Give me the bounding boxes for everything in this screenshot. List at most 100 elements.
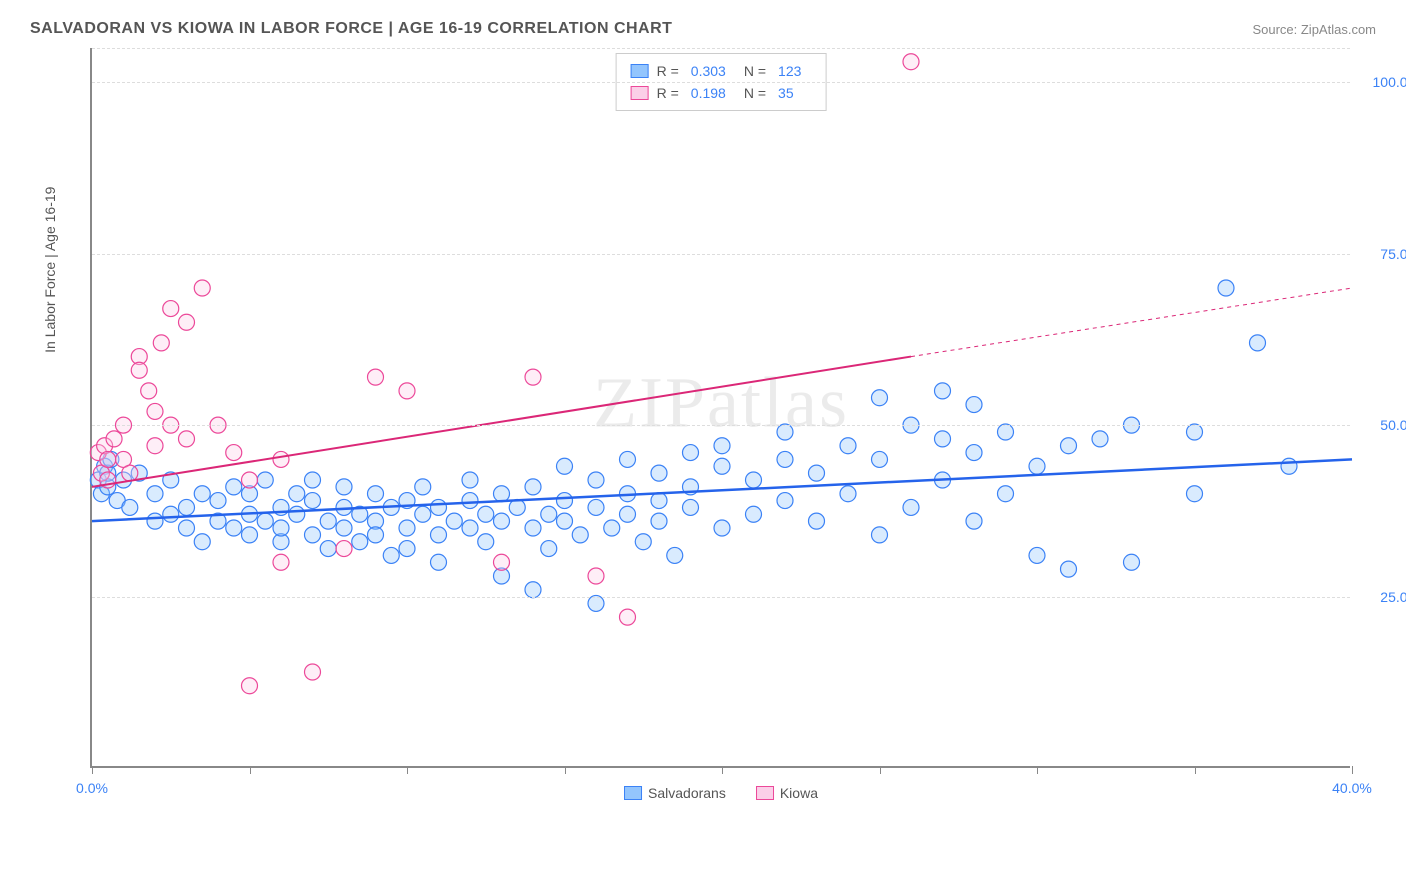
data-point: [226, 445, 242, 461]
xtick: [250, 766, 251, 774]
data-point: [840, 486, 856, 502]
data-point: [1124, 554, 1140, 570]
data-point: [494, 513, 510, 529]
data-point: [131, 349, 147, 365]
r-val-kiowa: 0.198: [691, 82, 726, 104]
gridline-h: [92, 82, 1350, 83]
data-point: [100, 472, 116, 488]
scatter-svg: [92, 48, 1350, 766]
trend-line: [92, 459, 1352, 521]
data-point: [509, 499, 525, 515]
stats-row-kiowa: R = 0.198 N = 35: [631, 82, 812, 104]
data-point: [746, 472, 762, 488]
data-point: [746, 506, 762, 522]
header: SALVADORAN VS KIOWA IN LABOR FORCE | AGE…: [30, 20, 1376, 38]
data-point: [163, 301, 179, 317]
data-point: [273, 534, 289, 550]
data-point: [194, 486, 210, 502]
data-point: [525, 479, 541, 495]
data-point: [103, 451, 119, 467]
n-val-kiowa: 35: [778, 82, 794, 104]
data-point: [93, 486, 109, 502]
legend-swatch-salvadoran: [624, 786, 642, 800]
data-point: [257, 472, 273, 488]
data-point: [557, 458, 573, 474]
data-point: [415, 479, 431, 495]
data-point: [620, 609, 636, 625]
data-point: [109, 493, 125, 509]
data-point: [588, 499, 604, 515]
r-label2: R =: [657, 82, 679, 104]
legend-item-kiowa: Kiowa: [756, 785, 818, 801]
data-point: [462, 520, 478, 536]
xtick-label: 0.0%: [76, 780, 108, 796]
ytick-label: 100.0%: [1373, 74, 1406, 90]
data-point: [872, 390, 888, 406]
data-point: [872, 451, 888, 467]
r-label: R =: [657, 60, 679, 82]
data-point: [431, 499, 447, 515]
data-point: [1029, 458, 1045, 474]
data-point: [116, 451, 132, 467]
data-point: [777, 493, 793, 509]
y-axis-label: In Labor Force | Age 16-19: [42, 187, 58, 353]
xtick: [880, 766, 881, 774]
legend-label-kiowa: Kiowa: [780, 785, 818, 801]
data-point: [242, 472, 258, 488]
data-point: [383, 499, 399, 515]
data-point: [163, 506, 179, 522]
data-point: [147, 438, 163, 454]
data-point: [131, 465, 147, 481]
plot-region: ZIPatlas R = 0.303 N = 123 R = 0.198 N =…: [90, 48, 1350, 768]
data-point: [273, 520, 289, 536]
data-point: [714, 520, 730, 536]
data-point: [1281, 458, 1297, 474]
data-point: [179, 314, 195, 330]
data-point: [494, 486, 510, 502]
data-point: [100, 465, 116, 481]
data-point: [998, 486, 1014, 502]
xtick: [92, 766, 93, 774]
swatch-salvadoran: [631, 64, 649, 78]
r-val-salv: 0.303: [691, 60, 726, 82]
data-point: [242, 486, 258, 502]
stats-row-salvadoran: R = 0.303 N = 123: [631, 60, 812, 82]
data-point: [336, 520, 352, 536]
data-point: [667, 547, 683, 563]
data-point: [462, 493, 478, 509]
data-point: [399, 493, 415, 509]
data-point: [273, 554, 289, 570]
data-point: [998, 424, 1014, 440]
data-point: [368, 486, 384, 502]
data-point: [97, 438, 113, 454]
data-point: [604, 520, 620, 536]
data-point: [352, 506, 368, 522]
data-point: [153, 335, 169, 351]
data-point: [106, 431, 122, 447]
data-point: [572, 527, 588, 543]
xtick: [1352, 766, 1353, 774]
data-point: [163, 472, 179, 488]
data-point: [100, 479, 116, 495]
data-point: [1061, 438, 1077, 454]
data-point: [383, 547, 399, 563]
data-point: [399, 520, 415, 536]
data-point: [683, 499, 699, 515]
n-label2: N =: [744, 82, 766, 104]
n-label: N =: [744, 60, 766, 82]
data-point: [210, 513, 226, 529]
data-point: [194, 534, 210, 550]
data-point: [903, 499, 919, 515]
xtick-label: 40.0%: [1332, 780, 1372, 796]
data-point: [305, 527, 321, 543]
data-point: [289, 486, 305, 502]
ytick-label: 50.0%: [1380, 417, 1406, 433]
data-point: [903, 54, 919, 70]
data-point: [336, 541, 352, 557]
data-point: [651, 513, 667, 529]
data-point: [777, 451, 793, 467]
data-point: [147, 403, 163, 419]
data-point: [100, 451, 116, 467]
data-point: [273, 451, 289, 467]
data-point: [141, 383, 157, 399]
